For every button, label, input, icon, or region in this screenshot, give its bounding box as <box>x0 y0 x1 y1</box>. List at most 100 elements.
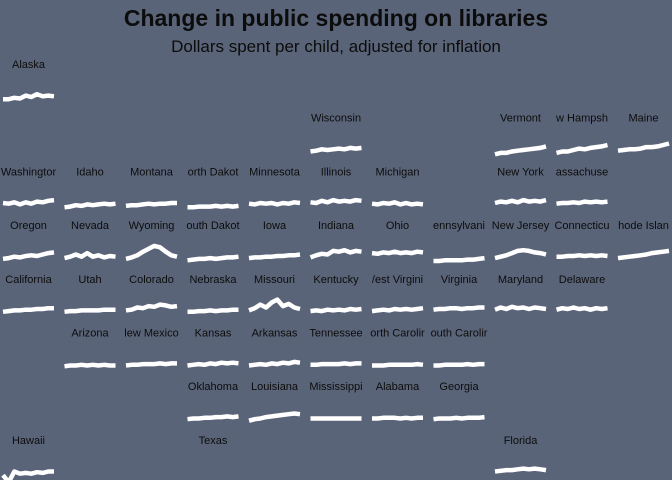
state-sparkline <box>248 411 301 423</box>
state-label: Idaho <box>76 166 104 178</box>
state-alabama: Alabama <box>372 381 423 421</box>
state-label: assachuse <box>556 166 609 178</box>
state-label: Alaska <box>12 59 46 71</box>
state-maine: Maine <box>617 113 670 153</box>
state-texas: Texas <box>199 435 228 447</box>
state-label: California <box>5 274 52 286</box>
state-ohio: Ohio <box>371 220 424 257</box>
state-sparkline <box>617 141 670 153</box>
state-label: outh Dakot <box>186 220 239 232</box>
state-label: /est Virgini <box>372 274 423 286</box>
state-sparkline <box>494 197 547 206</box>
state-arkansas: Arkansas <box>248 328 301 368</box>
state-sparkline <box>248 200 301 207</box>
state-idaho: Idaho <box>64 166 116 210</box>
state-sparkline <box>125 243 178 262</box>
state-sparkline <box>3 91 55 102</box>
state-utah: Utah <box>64 274 116 315</box>
state-sparkline <box>494 144 547 157</box>
state-south-carolina: outh Carolir <box>431 328 488 368</box>
state-sparkline <box>63 250 116 261</box>
state-virginia: Virginia <box>433 274 485 312</box>
state-label: Arizona <box>71 328 109 340</box>
state-label: Indiana <box>318 220 355 232</box>
state-label: Oklahoma <box>188 381 239 393</box>
state-label: Delaware <box>559 274 605 286</box>
state-sparkline <box>64 307 116 315</box>
state-michigan: Michigan <box>371 166 424 207</box>
state-tennessee: Tennessee <box>309 328 363 368</box>
state-sparkline <box>371 249 424 257</box>
state-label: Maryland <box>498 274 543 286</box>
state-label: orth Carolir <box>370 328 425 340</box>
state-label: Hawaii <box>12 435 45 447</box>
state-wisconsin: Wisconsin <box>310 113 362 154</box>
state-label: Montana <box>130 166 174 178</box>
state-washington: Washingtor <box>1 166 57 207</box>
state-alaska: Alaska <box>3 59 55 102</box>
state-label: Ohio <box>386 220 409 232</box>
state-sparkline <box>371 200 424 207</box>
state-label: New Jersey <box>492 220 550 232</box>
state-hawaii: Hawaii <box>1 435 54 480</box>
state-arizona: Arizona <box>64 328 116 369</box>
state-sparkline <box>372 415 423 421</box>
state-sparkline <box>494 304 547 312</box>
state-label: Colorado <box>129 274 174 286</box>
state-label: Virginia <box>441 274 478 286</box>
state-label: Maine <box>629 113 659 125</box>
state-label: Vermont <box>500 113 541 125</box>
state-label: hode Islan <box>618 220 669 232</box>
state-delaware: Delaware <box>555 274 608 312</box>
state-label: Georgia <box>439 381 479 393</box>
state-label: Florida <box>504 435 539 447</box>
state-sparkline <box>187 360 239 368</box>
state-south-dakota: outh Dakot <box>186 220 240 263</box>
state-sparkline <box>2 250 55 262</box>
state-label: Louisiana <box>251 381 299 393</box>
state-label: Illinois <box>321 166 352 178</box>
state-sparkline <box>248 297 301 313</box>
state-georgia: Georgia <box>433 381 485 422</box>
state-label: ennsylvani <box>433 220 485 232</box>
state-label: Nevada <box>71 220 110 232</box>
state-missouri: Missouri <box>248 274 301 313</box>
state-label: Kansas <box>195 328 232 340</box>
state-label: Wyoming <box>129 220 175 232</box>
state-new-mexico: lew Mexico <box>124 328 179 368</box>
state-label: Oregon <box>10 220 47 232</box>
state-sparkline <box>555 305 608 312</box>
state-sparkline <box>1 469 54 480</box>
state-sparkline <box>433 255 485 264</box>
state-sparkline <box>494 247 547 261</box>
state-connecticut: Connecticu <box>554 220 610 259</box>
state-label: orth Dakot <box>188 166 239 178</box>
state-label: Mississippi <box>309 381 362 393</box>
state-sparkline <box>248 252 301 261</box>
state-sparkline <box>187 254 239 263</box>
state-sparkline <box>494 466 547 474</box>
state-maryland: Maryland <box>494 274 547 312</box>
state-label: Texas <box>199 435 228 447</box>
chart-title: Change in public spending on libraries <box>123 5 549 31</box>
state-sparkline <box>371 305 424 314</box>
state-label: Nebraska <box>189 274 237 286</box>
state-sparkline <box>556 253 608 259</box>
state-label: Washingtor <box>1 166 57 178</box>
state-north-dakota: orth Dakot <box>187 166 239 210</box>
state-minnesota: Minnesota <box>248 166 301 207</box>
state-sparkline <box>310 361 362 368</box>
state-nebraska: Nebraska <box>187 274 239 315</box>
state-indiana: Indiana <box>309 220 362 260</box>
state-label: Michigan <box>375 166 419 178</box>
state-west-virginia: /est Virgini <box>371 274 424 314</box>
state-sparkline <box>125 361 177 368</box>
state-sparkline <box>310 197 362 206</box>
state-new-york: New York <box>494 166 547 206</box>
state-oregon: Oregon <box>2 220 55 262</box>
state-sparkline <box>617 248 670 261</box>
state-vermont: Vermont <box>494 113 547 157</box>
state-label: Missouri <box>254 274 295 286</box>
state-oklahoma: Oklahoma <box>187 381 239 422</box>
